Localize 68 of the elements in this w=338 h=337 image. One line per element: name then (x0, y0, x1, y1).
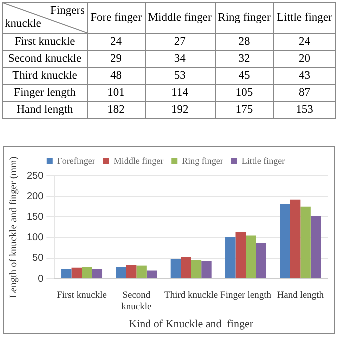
x-axis-title: Fingers (50, 5, 85, 18)
bar (181, 257, 192, 278)
bar (126, 264, 137, 278)
data-label: 43 (274, 68, 336, 84)
data-label: 28 (215, 34, 274, 50)
y-axis-title: knuckle (5, 18, 42, 31)
data-label: 101 (88, 84, 146, 102)
bar (92, 269, 103, 278)
bar (82, 267, 92, 278)
data-label: 153 (274, 102, 336, 118)
y-tick-label: Finger length (2, 84, 88, 102)
bar (236, 232, 246, 278)
bar (202, 261, 212, 278)
x-tick-label: First knuckle (57, 291, 107, 302)
y-tick-label: Second knuckle (2, 50, 88, 68)
data-label: 29 (88, 50, 146, 68)
bar (256, 243, 267, 278)
x-tick-label: Ring finger (215, 2, 274, 34)
bar (226, 237, 236, 278)
bar (136, 266, 147, 278)
y-tick-label: Third knuckle (2, 68, 88, 84)
y-tick-label: 250 (26, 170, 44, 182)
bar (191, 260, 202, 278)
data-label: 24 (274, 34, 336, 50)
x-tick-label: Fore finger (88, 2, 146, 34)
data-label: 20 (274, 50, 336, 68)
data-label: 45 (215, 68, 274, 84)
y-tick-label: First knuckle (2, 34, 88, 50)
x-tick-label: Finger length (220, 291, 272, 302)
bar (170, 259, 182, 278)
legend-label: Ring finger (182, 156, 224, 166)
legend-label: Little finger (242, 156, 286, 166)
x-tick-label: Hand length (277, 291, 324, 302)
data-label: 105 (215, 84, 274, 102)
data-label: 34 (145, 50, 216, 68)
data-label: 192 (145, 102, 216, 118)
bar (146, 270, 158, 278)
x-tick-label: Third knuckle (164, 291, 218, 302)
bar (246, 236, 256, 278)
y-axis-title: Length of knuckle and finger (mm) (8, 156, 20, 298)
legend-label: Middle finger (114, 156, 164, 166)
data-label: 24 (88, 34, 146, 50)
y-tick-label: 0 (38, 274, 44, 285)
bar (72, 268, 82, 278)
data-label: 53 (145, 68, 216, 84)
bar (62, 269, 72, 278)
y-tick-label: 100 (26, 232, 44, 244)
data-label: 114 (145, 84, 216, 102)
bar (116, 267, 126, 278)
y-tick-label: 150 (26, 212, 44, 223)
y-tick-label: Hand length (2, 102, 88, 118)
y-tick-label: 50 (32, 253, 44, 264)
data-label: 32 (215, 50, 274, 68)
y-tick-label: 200 (26, 191, 44, 202)
bar (310, 216, 322, 278)
legend-label: Forefinger (57, 156, 96, 166)
data-label: 182 (88, 102, 146, 118)
x-tick-label: Middle finger (145, 2, 216, 34)
data-label: 175 (215, 102, 274, 118)
x-axis-title: Kind of Knuckle and finger (129, 318, 254, 330)
bar (280, 204, 290, 278)
bar (300, 206, 311, 278)
x-tick-label: Little finger (274, 2, 336, 34)
data-label: 48 (88, 68, 146, 84)
bar (290, 200, 301, 278)
data-label: 87 (274, 84, 336, 102)
x-tick-label: Second knuckle (122, 291, 152, 313)
data-label: 27 (145, 34, 216, 50)
